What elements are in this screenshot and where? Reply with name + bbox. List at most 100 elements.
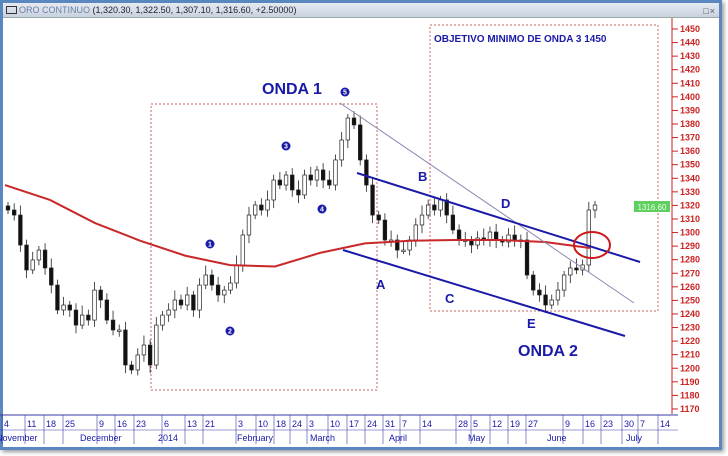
candle-body [117,329,122,332]
candle-body [549,299,554,306]
candle-body [543,294,548,306]
price-tick-label: 1360 [680,146,700,156]
price-tick-label: 1440 [680,38,700,48]
wave-5-marker [340,87,350,97]
price-tick-label: 1210 [680,350,700,360]
candle-body [592,204,598,211]
candle-body [376,214,381,221]
candle-body [86,314,91,321]
wave-d-label: D [501,196,510,211]
candle-body [222,289,227,296]
date-tick-label: 25 [65,419,75,429]
month-label: April [389,433,407,443]
candle-body [215,284,221,296]
wave-3-number: 3 [284,144,288,151]
candle-body [172,299,177,311]
candle-body [401,249,406,252]
month-label: July [626,433,643,443]
candle-body [154,324,159,366]
candle-body [79,314,85,326]
price-tick-label: 1330 [680,187,700,197]
onda2-label: ONDA 2 [518,343,578,360]
candle-body [160,314,165,326]
chart-window: ORO CONTINUO (1,320.30, 1,322.50, 1,307.… [0,0,722,450]
moving-average-line [4,184,591,268]
price-tick-label: 1170 [680,404,700,414]
date-tick-label: 19 [510,419,520,429]
candle-body [493,231,499,241]
price-tick-label: 1410 [680,78,700,88]
candle-body [73,309,79,326]
date-tick-label: 23 [603,419,613,429]
candle-body [277,179,283,186]
candle-body [178,299,184,306]
price-tick-label: 1180 [680,390,700,400]
candle-body [512,234,517,241]
channel-lower-line [342,249,626,337]
candle-body [67,304,72,311]
date-tick-label: 14 [422,419,432,429]
objective-label: OBJETIVO MINIMO DE ONDA 3 1450 [434,34,607,45]
candle-body [444,199,449,216]
month-label: February [237,433,274,443]
window-controls[interactable]: □× [703,6,716,16]
candle-body [147,344,153,366]
candle-body [432,204,437,211]
candle-body [395,239,400,251]
candle-body [185,294,190,306]
price-tick-label: 1390 [680,105,700,115]
candle-body [290,174,295,191]
candle-body [438,199,443,211]
wave-3-marker [281,141,291,151]
date-tick-label: 17 [349,419,359,429]
date-tick-label: 30 [624,419,634,429]
candle-body [98,289,103,301]
date-tick-label: 16 [117,419,127,429]
candle-body [265,199,270,211]
price-tick-label: 1220 [680,336,700,346]
last-price-value: 1316.60 [638,203,667,212]
date-tick-label: 4 [4,419,9,429]
date-tick-label: 6 [164,419,169,429]
date-tick-label: 9 [99,419,104,429]
price-tick-label: 1450 [680,24,700,34]
candle-body [228,282,233,291]
candle-body [203,274,208,286]
candle-body [302,174,307,196]
date-tick-label: 3 [309,419,314,429]
candle-body [537,289,542,296]
date-tick-label: 11 [27,419,36,429]
wave-1-number: 1 [208,242,212,249]
wave-2-number: 2 [228,329,232,336]
candle-body [104,299,110,321]
price-tick-label: 1290 [680,241,700,251]
candle-body [419,214,425,226]
month-label: May [468,433,486,443]
wave1-box [150,103,378,391]
candle-body [246,214,252,236]
price-tick-label: 1260 [680,282,700,292]
wave-5-number: 5 [343,90,347,97]
candle-body [42,249,48,269]
candle-body [568,267,573,276]
candle-body [5,205,11,211]
date-tick-label: 13 [187,419,197,429]
candle-body [555,289,561,301]
price-tick-label: 1270 [680,268,700,278]
date-tick-label: 14 [660,419,670,429]
date-tick-label: 10 [258,419,268,429]
candle-body [135,354,140,371]
candle-body [450,214,456,231]
date-tick-label: 24 [367,419,377,429]
candle-body [333,159,338,186]
candle-body [382,219,388,241]
month-label: March [310,433,335,443]
candle-body [524,239,530,276]
month-label: 2014 [158,433,178,443]
price-tick-label: 1370 [680,133,700,143]
candle-body [30,259,35,271]
candle-body [36,249,42,261]
candle-body [351,117,357,126]
candle-body [141,344,147,356]
